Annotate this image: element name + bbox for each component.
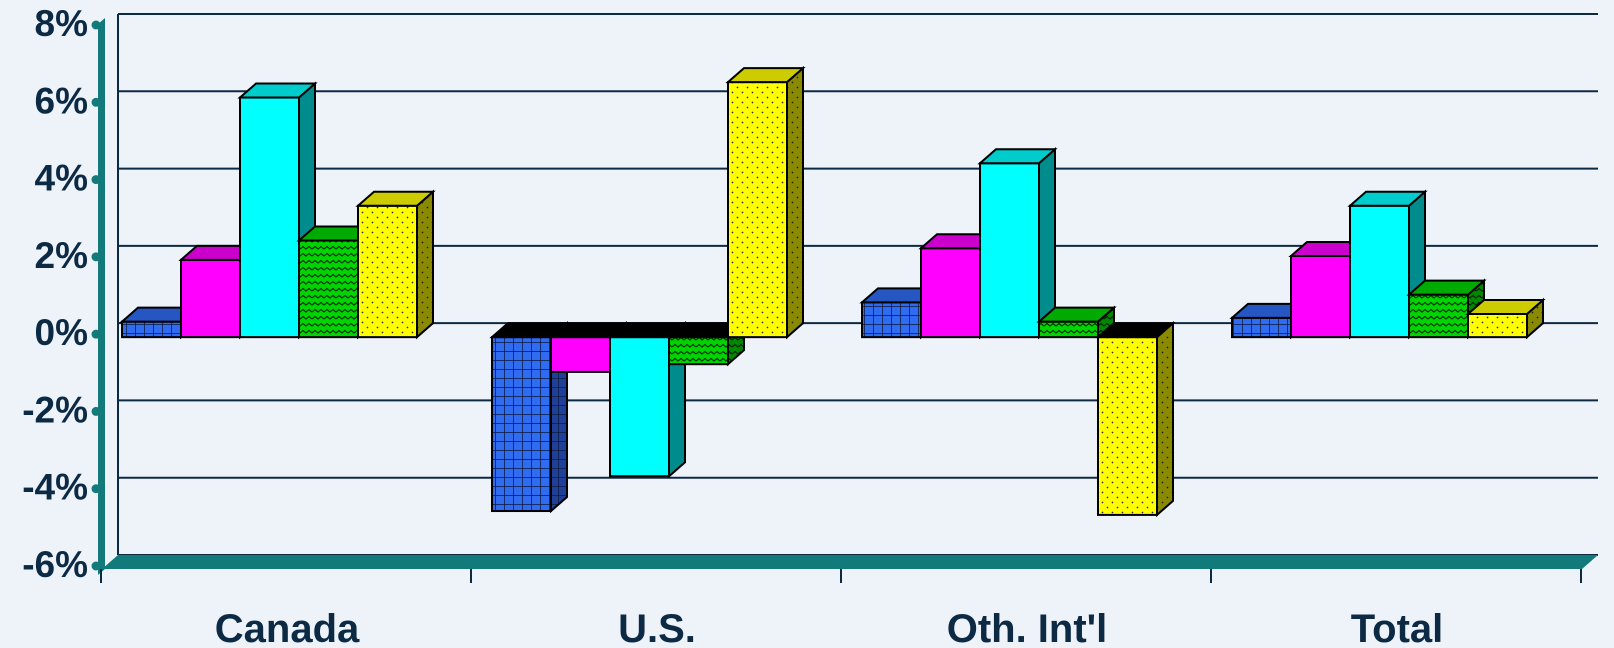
bar-front	[1097, 336, 1158, 516]
bar-side	[786, 65, 804, 340]
bar-front	[1349, 204, 1410, 339]
y-axis-tick	[91, 20, 101, 30]
bar-front	[609, 336, 670, 478]
bar-front	[180, 258, 241, 339]
y-tick-label: 6%	[35, 80, 88, 121]
bar-top	[1465, 298, 1546, 315]
bar-front	[920, 247, 981, 339]
bar-front	[727, 81, 788, 339]
bar	[489, 320, 570, 514]
y-tick-label: 2%	[35, 235, 88, 276]
bar-front	[1467, 312, 1528, 339]
bar-side	[416, 189, 434, 340]
y-tick-label: -6%	[22, 544, 88, 585]
bar	[355, 189, 436, 340]
bar-front	[1408, 293, 1469, 339]
bar-top	[1095, 322, 1176, 339]
x-category-label: Canada	[215, 607, 360, 648]
bar-front	[668, 336, 729, 366]
bar	[1465, 297, 1546, 340]
y-tick-label: -2%	[22, 389, 88, 430]
y-axis-tick	[91, 561, 101, 571]
x-category-label: Total	[1351, 607, 1444, 648]
y-axis-tick	[91, 329, 101, 339]
bar-top	[725, 67, 806, 84]
bar-front	[491, 336, 552, 513]
bar-front	[1231, 316, 1292, 339]
bar-top	[977, 148, 1058, 165]
bars	[119, 65, 1546, 518]
y-tick-label: -4%	[22, 467, 88, 508]
bar-top	[237, 82, 318, 99]
bar-side	[1156, 320, 1174, 518]
bar	[977, 147, 1058, 340]
bar	[1036, 305, 1117, 340]
bar-top	[1347, 190, 1428, 207]
bar-front	[1038, 320, 1099, 339]
y-axis-tick	[91, 252, 101, 262]
bar	[1095, 320, 1176, 518]
bar	[1406, 278, 1487, 340]
bar-front	[298, 239, 359, 339]
bar-top	[1406, 279, 1487, 296]
bar-front	[979, 162, 1040, 339]
chart-floor	[102, 555, 1598, 569]
x-category-label: U.S.	[618, 607, 696, 648]
bar-front	[357, 204, 418, 339]
y-axis-line	[98, 18, 105, 575]
y-tick-label: 8%	[35, 3, 88, 44]
bar-top	[355, 190, 436, 207]
bar-front	[121, 320, 182, 339]
y-axis-tick	[91, 484, 101, 494]
bar-front	[239, 96, 300, 339]
y-axis-tick	[91, 97, 101, 107]
bar-front	[861, 301, 922, 339]
bar	[725, 65, 806, 340]
bar-front	[1290, 254, 1351, 339]
bar-top	[1036, 306, 1117, 323]
y-axis-tick	[91, 175, 101, 185]
axis-labels: -6% -4% -2% 0% 2% 4% 6% 8% Canada U.S. Oth. Int'l T…	[22, 3, 1443, 648]
y-axis-tick	[91, 406, 101, 416]
y-tick-label: 0%	[35, 312, 88, 353]
x-category-label: Oth. Int'l	[947, 607, 1108, 648]
bar-front	[550, 336, 611, 373]
axes	[91, 18, 1598, 583]
y-tick-label: 4%	[35, 158, 88, 199]
